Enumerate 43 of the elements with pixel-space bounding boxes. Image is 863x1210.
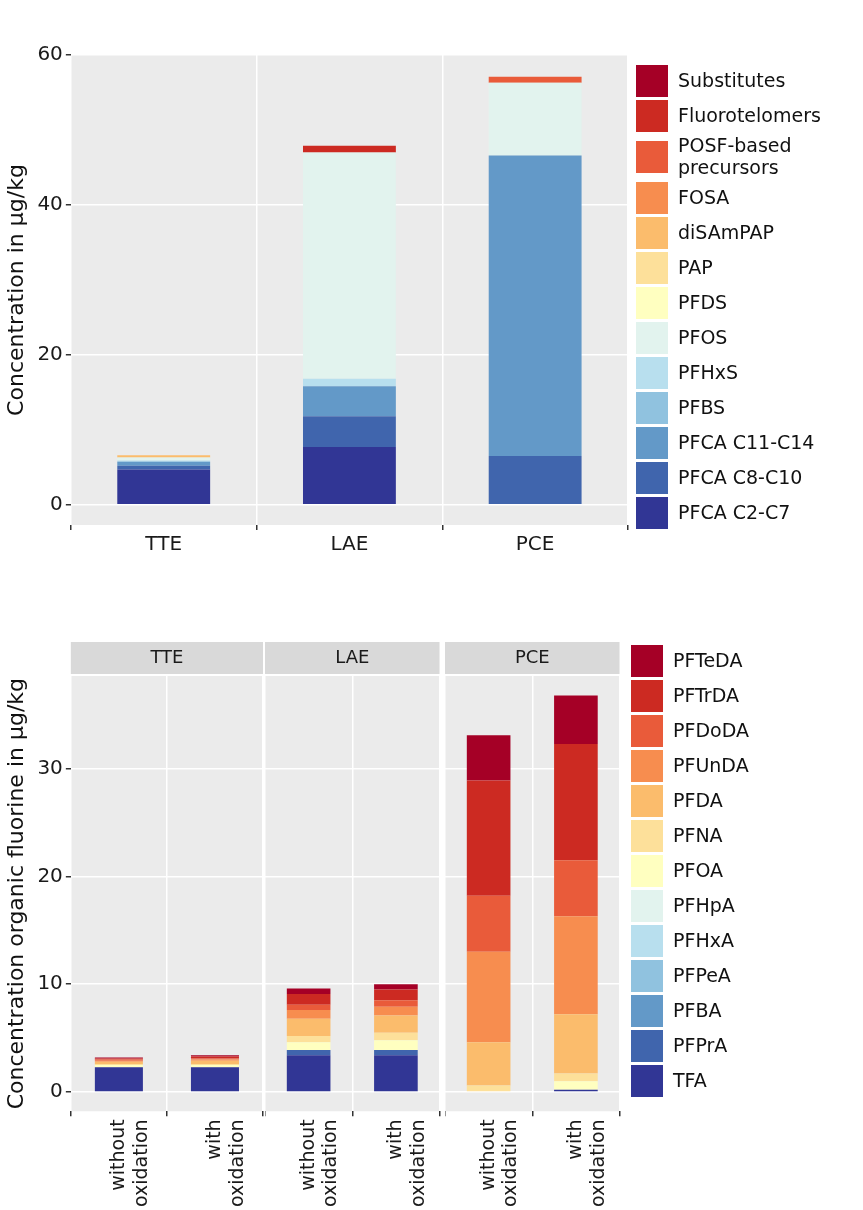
legend-label: PFDA xyxy=(673,789,723,812)
legend-label: PFPrA xyxy=(673,1034,728,1057)
y-tick-label: 30 xyxy=(37,754,63,779)
legend-label: PFUnDA xyxy=(673,754,749,777)
legend-label: PFBA xyxy=(673,999,722,1022)
x-tick-label: LAE xyxy=(330,531,369,556)
legend-label: PFHxS xyxy=(678,360,738,384)
y-axis-title: Concentration organic fluorine in µg/kg xyxy=(2,677,28,1110)
legend-label: PFTrDA xyxy=(673,684,739,707)
legend-label: PFCA C8-C10 xyxy=(678,465,803,489)
legend-label: TFA xyxy=(673,1069,707,1092)
legend-label: POSF-based precursors xyxy=(678,134,793,179)
legend-label: PFDS xyxy=(678,290,728,314)
chart-title: PCE xyxy=(514,645,550,667)
legend-label: PFTeDA xyxy=(673,649,743,672)
y-tick-label: 20 xyxy=(37,341,63,366)
legend-label: PFCA C2-C7 xyxy=(678,500,791,524)
y-tick-label: 10 xyxy=(37,970,63,995)
legend-label: FOSA xyxy=(678,185,730,209)
x-tick-label: PCE xyxy=(515,531,555,556)
y-tick-label: 40 xyxy=(37,191,63,216)
legend-label: PFOA xyxy=(673,859,724,882)
legend-label: PFDoDA xyxy=(673,719,749,742)
legend-label: PFBS xyxy=(678,395,726,419)
x-tick-label: without oxidation xyxy=(105,1119,151,1208)
legend-label: PAP xyxy=(678,255,713,279)
legend-label: diSAmPAP xyxy=(678,220,774,244)
y-tick-label: 0 xyxy=(50,490,63,515)
x-tick-label: TTE xyxy=(144,531,183,556)
y-axis-title: Concentration in µg/kg xyxy=(2,164,28,416)
legend-label: PFNA xyxy=(673,824,723,847)
legend-label: PFHxA xyxy=(673,929,734,952)
legend-label: PFHpA xyxy=(673,894,735,917)
legend-label: PFCA C11-C14 xyxy=(678,430,815,454)
legend-label: PFPeA xyxy=(673,964,731,987)
legend-label: Fluorotelomers xyxy=(678,104,821,127)
legend-label: Substitutes xyxy=(678,69,786,92)
y-tick-label: 60 xyxy=(37,41,63,66)
y-tick-label: 20 xyxy=(37,862,63,887)
chart-title: TTE xyxy=(149,645,184,667)
y-tick-label: 0 xyxy=(50,1078,63,1103)
chart-title: LAE xyxy=(335,645,370,667)
legend-label: PFOS xyxy=(678,325,728,349)
